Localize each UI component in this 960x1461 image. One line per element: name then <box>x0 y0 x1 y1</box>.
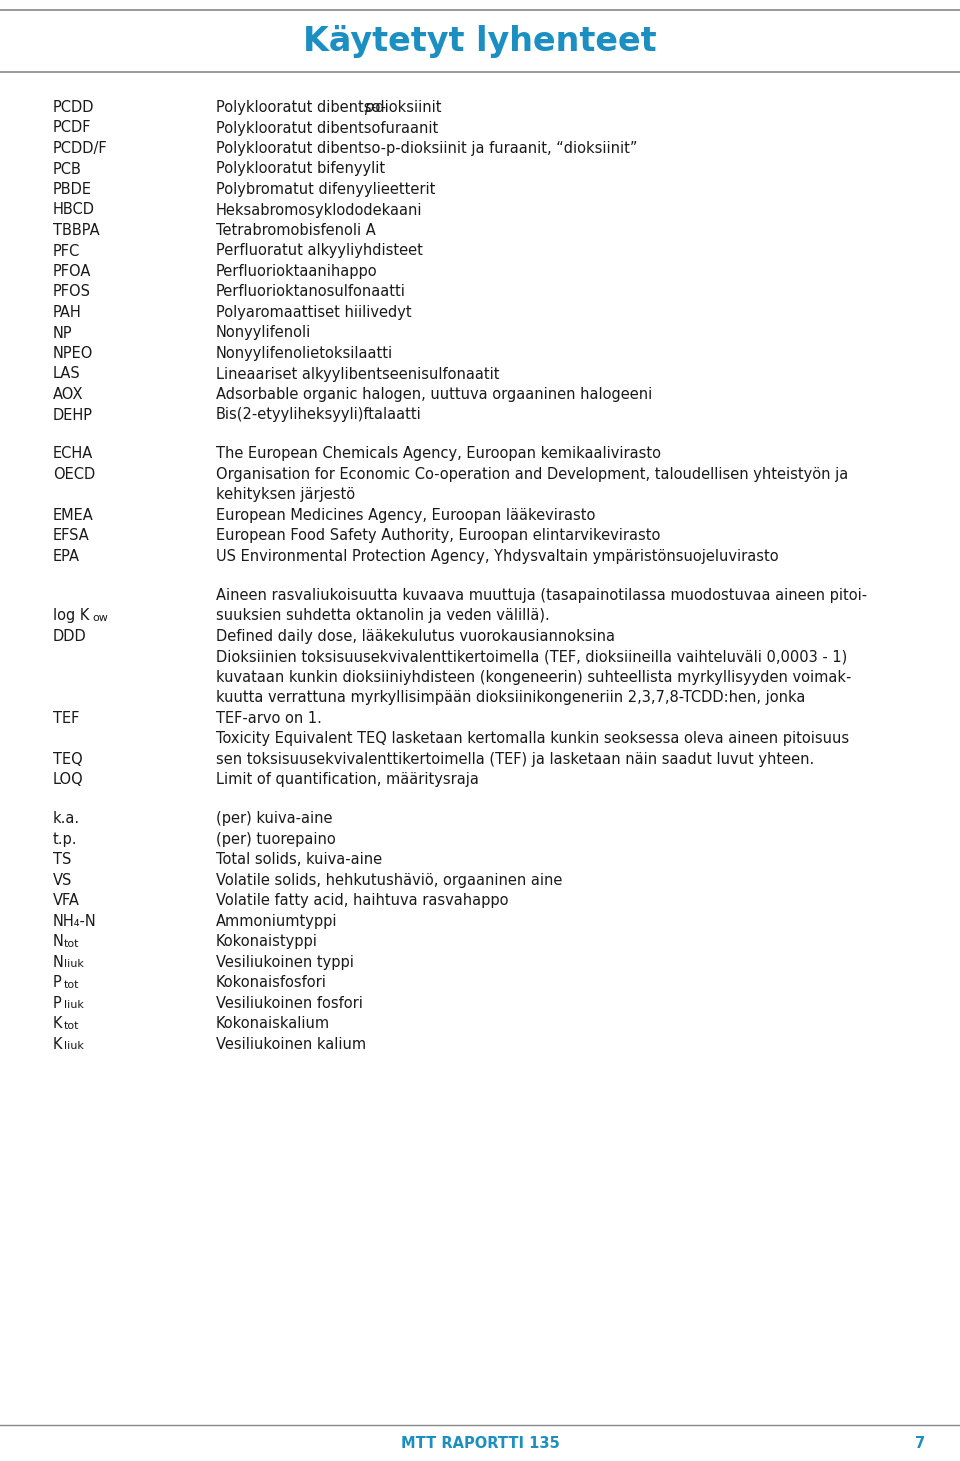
Text: TEF-arvo on 1.: TEF-arvo on 1. <box>216 712 322 726</box>
Text: European Medicines Agency, Euroopan lääkevirasto: European Medicines Agency, Euroopan lääk… <box>216 508 595 523</box>
Text: PFOA: PFOA <box>53 264 91 279</box>
Text: -dioksiinit: -dioksiinit <box>370 99 442 115</box>
Text: European Food Safety Authority, Euroopan elintarvikevirasto: European Food Safety Authority, Euroopan… <box>216 529 660 543</box>
Text: Kokonaistyppi: Kokonaistyppi <box>216 935 318 950</box>
Text: Heksabromosyklododekaani: Heksabromosyklododekaani <box>216 203 422 218</box>
Text: LOQ: LOQ <box>53 773 84 787</box>
Text: PAH: PAH <box>53 305 82 320</box>
Text: Organisation for Economic Co-operation and Development, taloudellisen yhteistyön: Organisation for Economic Co-operation a… <box>216 468 849 482</box>
Text: ECHA: ECHA <box>53 447 93 462</box>
Text: Polyklooratut dibentso-: Polyklooratut dibentso- <box>216 99 386 115</box>
Text: Defined daily dose, lääkekulutus vuorokausiannoksina: Defined daily dose, lääkekulutus vuoroka… <box>216 628 615 644</box>
Text: Kokonaisfosfori: Kokonaisfosfori <box>216 976 326 991</box>
Text: PFOS: PFOS <box>53 285 91 300</box>
Text: N: N <box>53 935 63 950</box>
Text: NPEO: NPEO <box>53 346 93 361</box>
Text: Tetrabromobisfenoli A: Tetrabromobisfenoli A <box>216 224 375 238</box>
Text: PCDD: PCDD <box>53 99 94 115</box>
Text: P: P <box>53 976 61 991</box>
Text: Nonyylifenolietoksilaatti: Nonyylifenolietoksilaatti <box>216 346 394 361</box>
Text: liuk: liuk <box>63 960 84 969</box>
Text: Kokonaiskalium: Kokonaiskalium <box>216 1017 330 1031</box>
Text: EMEA: EMEA <box>53 508 93 523</box>
Text: Total solids, kuiva-aine: Total solids, kuiva-aine <box>216 852 382 868</box>
Text: Ammoniumtyppi: Ammoniumtyppi <box>216 913 338 929</box>
Text: liuk: liuk <box>63 1042 84 1052</box>
Text: suuksien suhdetta oktanolin ja veden välillä).: suuksien suhdetta oktanolin ja veden väl… <box>216 608 550 624</box>
Text: Limit of quantification, määritysraja: Limit of quantification, määritysraja <box>216 773 479 787</box>
Text: Aineen rasvaliukoisuutta kuvaava muuttuja (tasapainotilassa muodostuvaa aineen p: Aineen rasvaliukoisuutta kuvaava muuttuj… <box>216 587 867 603</box>
Text: Toxicity Equivalent TEQ lasketaan kertomalla kunkin seoksessa oleva aineen pitoi: Toxicity Equivalent TEQ lasketaan kertom… <box>216 732 850 747</box>
Text: PCB: PCB <box>53 162 82 177</box>
Text: Vesiliukoinen typpi: Vesiliukoinen typpi <box>216 955 354 970</box>
Text: Perfluorioktaanihappo: Perfluorioktaanihappo <box>216 264 377 279</box>
Text: Volatile fatty acid, haihtuva rasvahappo: Volatile fatty acid, haihtuva rasvahappo <box>216 893 509 909</box>
Text: Polyklooratut dibentso-p-dioksiinit ja furaanit, “dioksiinit”: Polyklooratut dibentso-p-dioksiinit ja f… <box>216 142 637 156</box>
Text: k.a.: k.a. <box>53 811 80 827</box>
Text: TS: TS <box>53 852 71 868</box>
Text: PFC: PFC <box>53 244 80 259</box>
Text: NH₄-N: NH₄-N <box>53 913 97 929</box>
Text: OECD: OECD <box>53 468 95 482</box>
Text: MTT RAPORTTI 135: MTT RAPORTTI 135 <box>400 1436 560 1451</box>
Text: EPA: EPA <box>53 549 80 564</box>
Text: TEQ: TEQ <box>53 752 83 767</box>
Text: US Environmental Protection Agency, Yhdysvaltain ympäristönsuojeluvirasto: US Environmental Protection Agency, Yhdy… <box>216 549 779 564</box>
Text: NP: NP <box>53 326 72 340</box>
Text: kuvataan kunkin dioksiiniyhdisteen (kongeneerin) suhteellista myrkyllisyyden voi: kuvataan kunkin dioksiiniyhdisteen (kong… <box>216 671 852 685</box>
Text: Bis(2-etyyliheksyyli)ftalaatti: Bis(2-etyyliheksyyli)ftalaatti <box>216 408 421 422</box>
Text: kuutta verrattuna myrkyllisimpään dioksiinikongeneriin 2,3,7,8-TCDD:hen, jonka: kuutta verrattuna myrkyllisimpään dioksi… <box>216 691 805 706</box>
Text: DDD: DDD <box>53 628 86 644</box>
Text: K: K <box>53 1017 62 1031</box>
Text: VFA: VFA <box>53 893 80 909</box>
Text: PCDF: PCDF <box>53 120 91 136</box>
Text: DEHP: DEHP <box>53 408 93 422</box>
Text: tot: tot <box>63 980 80 989</box>
Text: HBCD: HBCD <box>53 203 95 218</box>
Text: Polybromatut difenyylieetterit: Polybromatut difenyylieetterit <box>216 183 436 197</box>
Text: TBBPA: TBBPA <box>53 224 100 238</box>
Text: Polyaromaattiset hiilivedyt: Polyaromaattiset hiilivedyt <box>216 305 412 320</box>
Text: p: p <box>364 99 373 115</box>
Text: (per) tuorepaino: (per) tuorepaino <box>216 831 336 847</box>
Text: tot: tot <box>63 1021 80 1030</box>
Text: Perfluorioktanosulfonaatti: Perfluorioktanosulfonaatti <box>216 285 406 300</box>
Text: PBDE: PBDE <box>53 183 92 197</box>
Text: Lineaariset alkyylibentseenisulfonaatit: Lineaariset alkyylibentseenisulfonaatit <box>216 367 499 381</box>
Text: VS: VS <box>53 872 72 888</box>
Text: kehityksen järjestö: kehityksen järjestö <box>216 488 355 503</box>
Text: liuk: liuk <box>63 1001 84 1010</box>
Text: Volatile solids, hehkutushäviö, orgaaninen aine: Volatile solids, hehkutushäviö, orgaanin… <box>216 872 563 888</box>
Text: AOX: AOX <box>53 387 84 402</box>
Text: tot: tot <box>63 939 80 948</box>
Text: t.p.: t.p. <box>53 831 78 847</box>
Text: log K: log K <box>53 608 89 624</box>
Text: Polyklooratut bifenyylit: Polyklooratut bifenyylit <box>216 162 385 177</box>
Text: EFSA: EFSA <box>53 529 89 543</box>
Text: (per) kuiva-aine: (per) kuiva-aine <box>216 811 332 827</box>
Text: ow: ow <box>93 612 108 622</box>
Text: Perfluoratut alkyyliyhdisteet: Perfluoratut alkyyliyhdisteet <box>216 244 422 259</box>
Text: N: N <box>53 955 63 970</box>
Text: The European Chemicals Agency, Euroopan kemikaalivirasto: The European Chemicals Agency, Euroopan … <box>216 447 661 462</box>
Text: Vesiliukoinen kalium: Vesiliukoinen kalium <box>216 1037 366 1052</box>
Text: sen toksisuusekvivalenttikertoimella (TEF) ja lasketaan näin saadut luvut yhteen: sen toksisuusekvivalenttikertoimella (TE… <box>216 752 814 767</box>
Text: Nonyylifenoli: Nonyylifenoli <box>216 326 311 340</box>
Text: TEF: TEF <box>53 712 79 726</box>
Text: P: P <box>53 996 61 1011</box>
Text: 7: 7 <box>915 1436 925 1451</box>
Text: K: K <box>53 1037 62 1052</box>
Text: PCDD/F: PCDD/F <box>53 142 108 156</box>
Text: Adsorbable organic halogen, uuttuva orgaaninen halogeeni: Adsorbable organic halogen, uuttuva orga… <box>216 387 652 402</box>
Text: Käytetyt lyhenteet: Käytetyt lyhenteet <box>303 25 657 58</box>
Text: LAS: LAS <box>53 367 81 381</box>
Text: Polyklooratut dibentsofuraanit: Polyklooratut dibentsofuraanit <box>216 120 439 136</box>
Text: Vesiliukoinen fosfori: Vesiliukoinen fosfori <box>216 996 363 1011</box>
Text: Dioksiinien toksisuusekvivalenttikertoimella (TEF, dioksiineilla vaihteluväli 0,: Dioksiinien toksisuusekvivalenttikertoim… <box>216 649 848 665</box>
